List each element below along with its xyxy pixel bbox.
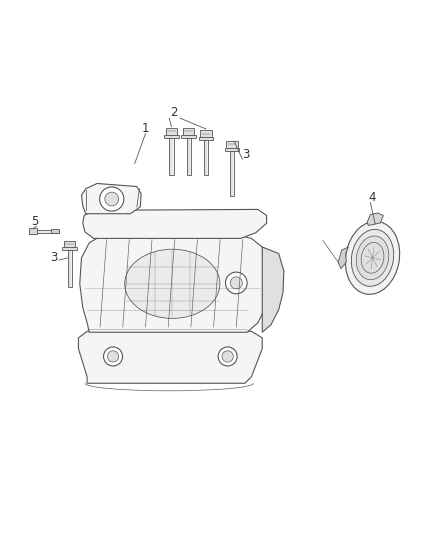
Text: 4: 4 [368, 191, 375, 204]
Bar [187, 138, 191, 175]
Polygon shape [367, 213, 383, 225]
Bar [63, 247, 77, 251]
Bar [204, 140, 208, 175]
Polygon shape [262, 247, 284, 332]
Polygon shape [80, 236, 271, 332]
Bar [67, 251, 72, 287]
Circle shape [107, 351, 119, 362]
Circle shape [105, 192, 119, 206]
Bar [199, 137, 213, 140]
Bar [64, 240, 75, 247]
Bar [51, 229, 59, 233]
Polygon shape [81, 183, 141, 214]
Circle shape [226, 272, 247, 294]
Bar [181, 135, 196, 138]
Ellipse shape [356, 236, 389, 280]
Bar [201, 130, 212, 137]
Bar [29, 229, 37, 233]
Polygon shape [78, 332, 262, 383]
Text: 2: 2 [170, 107, 177, 119]
Bar [183, 128, 194, 135]
Circle shape [222, 351, 233, 362]
Ellipse shape [125, 249, 220, 318]
Circle shape [230, 277, 242, 289]
Text: 1: 1 [142, 122, 149, 135]
Text: 3: 3 [50, 252, 57, 264]
Circle shape [100, 187, 124, 211]
Bar [225, 148, 239, 151]
Text: 5: 5 [32, 215, 39, 228]
Ellipse shape [345, 221, 400, 294]
Polygon shape [338, 247, 348, 269]
Circle shape [218, 347, 237, 366]
Text: 3: 3 [242, 148, 250, 160]
Bar [226, 141, 237, 148]
Bar [230, 151, 234, 197]
Circle shape [103, 347, 123, 366]
Ellipse shape [351, 229, 394, 286]
Ellipse shape [361, 243, 384, 273]
Polygon shape [83, 209, 267, 238]
Bar [37, 230, 59, 232]
Bar [164, 135, 179, 138]
Bar [166, 128, 177, 135]
Bar [169, 138, 173, 175]
